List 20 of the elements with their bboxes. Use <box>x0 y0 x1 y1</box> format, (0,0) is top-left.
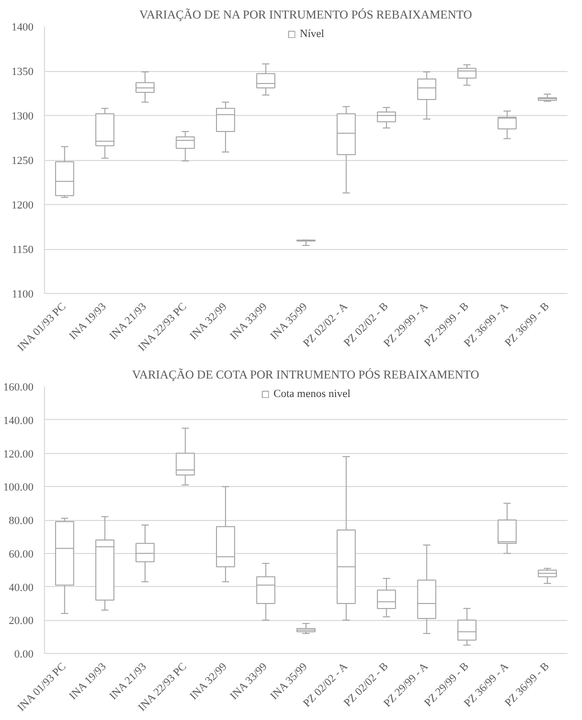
y-tick-label: 100.00 <box>3 482 34 494</box>
y-tick-label: 40.00 <box>8 582 34 594</box>
legend-label: Nível <box>300 28 324 40</box>
y-tick-label: 60.00 <box>8 548 34 560</box>
chart-title: VARIAÇÃO DE COTA POR INTRUMENTO PÓS REBAIXAMENTO <box>132 368 480 382</box>
y-tick-label: 80.00 <box>8 515 34 527</box>
y-tick-label: 1250 <box>12 155 34 167</box>
y-tick-label: 20.00 <box>8 615 34 628</box>
y-tick-label: 1300 <box>12 110 34 122</box>
y-tick-label: 160.00 <box>3 382 34 394</box>
y-tick-label: 1100 <box>12 288 34 300</box>
y-tick-label: 1350 <box>12 66 34 78</box>
y-tick-label: 0.00 <box>14 648 34 660</box>
y-tick-label: 120.00 <box>3 448 34 460</box>
y-tick-label: 1200 <box>12 200 34 212</box>
y-tick-label: 1150 <box>12 244 34 256</box>
y-tick-label: 1400 <box>12 22 34 34</box>
legend-label: Cota menos nivel <box>274 388 350 400</box>
chart-title: VARIAÇÃO DE NA POR INTRUMENTO PÓS REBAIXAMENTO <box>139 8 472 22</box>
y-tick-label: 140.00 <box>3 414 34 427</box>
